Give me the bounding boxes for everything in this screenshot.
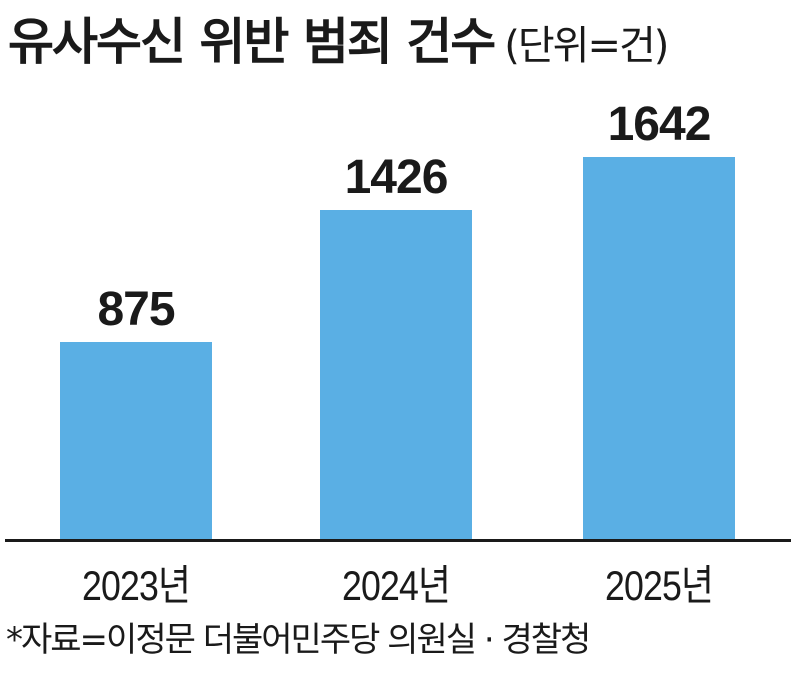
bar-2024 <box>320 210 472 540</box>
value-label-2025: 1642 <box>607 98 712 151</box>
source-note: *자료=이정문 더불어민주당 의원실 · 경찰청 <box>6 620 591 660</box>
value-label-2024: 1426 <box>344 151 449 204</box>
value-label-2023: 875 <box>97 283 175 336</box>
x-axis-baseline <box>5 539 791 542</box>
chart-title: 유사수신 위반 범죄 건수 (단위=건) <box>8 2 669 74</box>
chart-title-text: 유사수신 위반 범죄 건수 <box>8 13 496 71</box>
category-label-2023: 2023년 <box>81 562 191 609</box>
category-label-2024: 2024년 <box>341 562 451 609</box>
category-label-2025: 2025년 <box>604 562 714 609</box>
bar-2025 <box>583 157 735 540</box>
chart-unit: (단위=건) <box>504 23 669 69</box>
bar-2023 <box>60 342 212 540</box>
